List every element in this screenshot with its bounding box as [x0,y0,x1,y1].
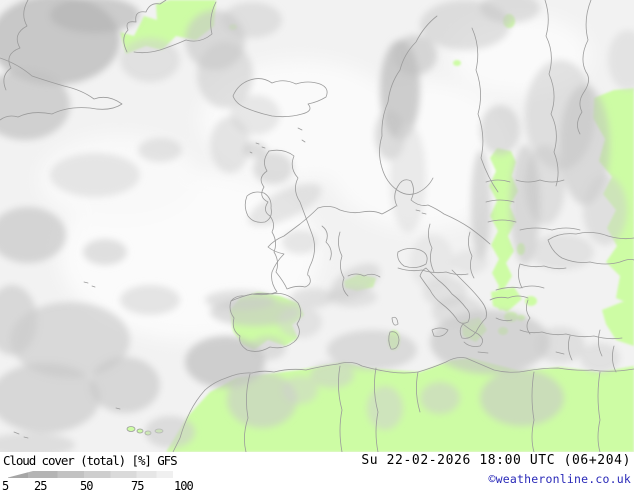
color-scale-bar [8,471,173,478]
weather-map [0,0,634,452]
scale-gradient-wedge [8,471,173,478]
coastlines-and-borders [0,0,634,452]
scale-tick-50: 50 [80,479,93,493]
copyright-link[interactable]: ©weatheronline.co.uk [488,472,631,486]
scale-tick-100: 100 [174,479,194,493]
scale-tick-5: 5 [2,479,9,493]
scale-tick-labels: 5 25 50 75 100 [0,479,220,493]
scale-tick-75: 75 [131,479,144,493]
cloud-cover-map-graphic [0,0,634,452]
forecast-timestamp: Su 22-02-2026 18:00 UTC (06+204) [361,453,631,468]
cloud-shading [0,0,634,452]
map-title: Cloud cover (total) [%] GFS [3,453,178,468]
legend-bar: Cloud cover (total) [%] GFS Su 22-02-202… [0,452,634,493]
scale-tick-25: 25 [34,479,47,493]
